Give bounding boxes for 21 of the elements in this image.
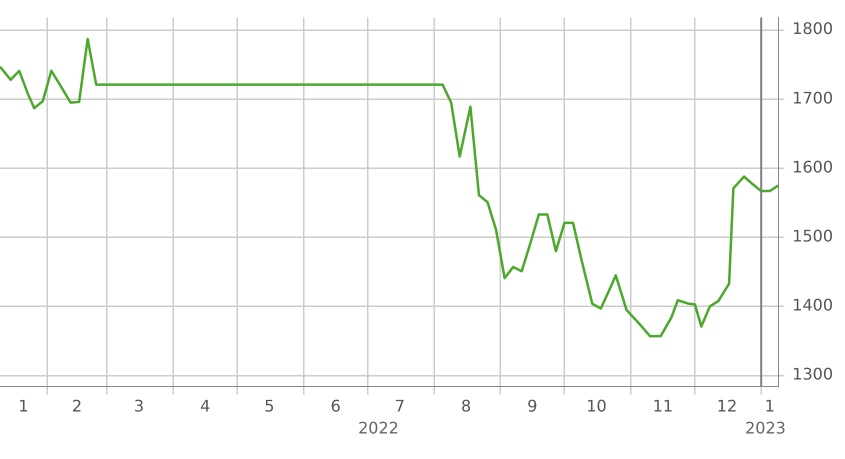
y-tick-label: 1800 — [792, 19, 833, 38]
y-tick-label: 1300 — [792, 364, 833, 384]
x2-tick-label: 2023 — [745, 418, 786, 438]
x-tick-label: 11 — [652, 396, 673, 416]
x-tick-label: 1 — [18, 396, 29, 416]
x-tick-label: 4 — [200, 396, 210, 416]
x-tick-label: 2 — [72, 396, 82, 416]
x-tick-label: 1 — [764, 396, 775, 416]
y-tick-label: 1500 — [792, 226, 833, 246]
x-tick-label: 7 — [394, 396, 405, 416]
y-tick-label: 1700 — [792, 88, 833, 108]
x-tick-label: 5 — [264, 396, 274, 416]
x-tick-label: 12 — [716, 396, 738, 416]
y-tick-label: 1600 — [792, 157, 833, 176]
x2-tick-label: 2022 — [358, 418, 399, 438]
x-tick-label: 3 — [134, 396, 144, 416]
x-tick-label: 10 — [586, 396, 607, 416]
x-tick-label: 6 — [330, 396, 341, 416]
y-tick-label: 1400 — [792, 296, 833, 315]
x-tick-label: 9 — [527, 396, 538, 416]
x-tick-label: 8 — [461, 396, 472, 416]
